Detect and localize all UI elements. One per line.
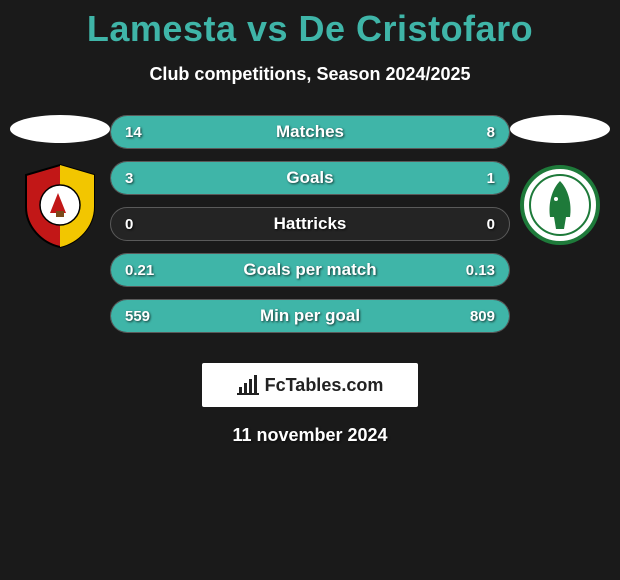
team-right-badge: [520, 163, 600, 249]
player-left-silhouette: [10, 115, 110, 143]
stat-label: Hattricks: [274, 214, 347, 234]
brand-text: FcTables.com: [265, 375, 384, 396]
page-title: Lamesta vs De Cristofaro: [0, 0, 620, 50]
stat-value-left: 0.21: [125, 262, 154, 279]
stat-label: Goals: [286, 168, 333, 188]
brand-box: FcTables.com: [202, 363, 418, 407]
player-right-column: [500, 115, 620, 249]
stat-value-right: 0.13: [466, 262, 495, 279]
bar-chart-icon: [237, 375, 259, 395]
stat-label: Min per goal: [260, 306, 360, 326]
team-left-badge: [20, 163, 100, 249]
player-right-silhouette: [510, 115, 610, 143]
stat-label: Matches: [276, 122, 344, 142]
page-subtitle: Club competitions, Season 2024/2025: [0, 64, 620, 85]
stat-row-mpg: 559 Min per goal 809: [110, 299, 510, 333]
player-left-column: [0, 115, 120, 249]
stat-value-right: 8: [487, 124, 495, 141]
stat-row-goals: 3 Goals 1: [110, 161, 510, 195]
comparison-area: 14 Matches 8 3 Goals 1 0 Hattricks 0 0.2…: [0, 115, 620, 345]
stat-value-left: 0: [125, 216, 133, 233]
stats-table: 14 Matches 8 3 Goals 1 0 Hattricks 0 0.2…: [110, 115, 510, 345]
stat-row-gpm: 0.21 Goals per match 0.13: [110, 253, 510, 287]
stat-value-left: 3: [125, 170, 133, 187]
stat-value-left: 14: [125, 124, 142, 141]
stat-label: Goals per match: [243, 260, 376, 280]
stat-row-matches: 14 Matches 8: [110, 115, 510, 149]
stat-value-right: 0: [487, 216, 495, 233]
stat-value-left: 559: [125, 308, 150, 325]
stat-value-right: 809: [470, 308, 495, 325]
date-line: 11 november 2024: [0, 425, 620, 446]
stat-value-right: 1: [487, 170, 495, 187]
stat-bar-left: [111, 162, 410, 194]
stat-row-hattricks: 0 Hattricks 0: [110, 207, 510, 241]
